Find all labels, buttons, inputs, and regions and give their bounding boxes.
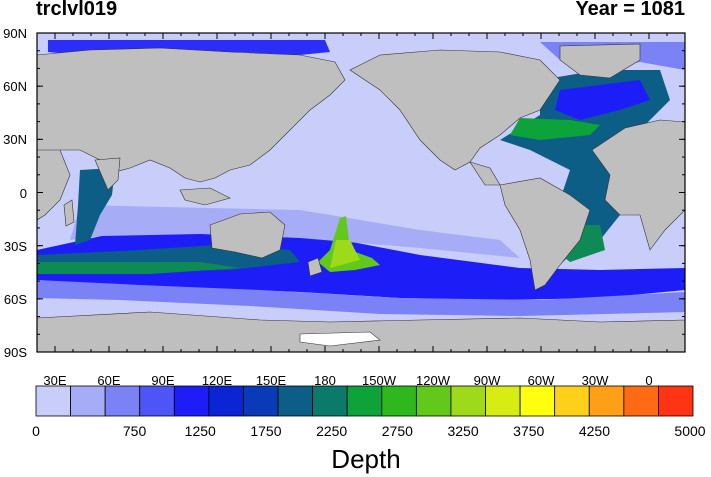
colorbar-swatch (173, 385, 210, 417)
colorbar-label: 1250 (184, 423, 216, 439)
colorbar-swatch (658, 385, 694, 417)
labrador-core (555, 80, 650, 120)
variable-title: trclvl019 (36, 0, 118, 20)
south-america (499, 177, 591, 291)
colorbar-label: 2750 (381, 423, 413, 439)
colorbar-swatch (312, 385, 348, 417)
new-zealand (307, 257, 323, 277)
lon-label: 60E (97, 373, 121, 388)
southern-indian-green (37, 262, 240, 274)
ross-ice-shelf (299, 331, 381, 347)
colorbar-label: 3750 (513, 423, 545, 439)
colorbar-label: 4250 (578, 423, 611, 439)
pacific-yellow-core (330, 240, 360, 268)
colorbar-swatch (450, 385, 486, 417)
colorbar (35, 385, 694, 417)
lat-label: 30S (3, 238, 27, 254)
lat-label: 30N (3, 132, 27, 148)
lon-label: 120W (416, 373, 450, 388)
colorbar-label: 750 (122, 423, 147, 439)
lon-label: 120E (201, 373, 233, 388)
lon-label: 90W (473, 373, 501, 388)
lat-label: 90N (3, 26, 27, 41)
madagascar (63, 199, 75, 227)
colorbar-swatch (415, 385, 452, 417)
colorbar-title: Depth (331, 444, 401, 474)
africa (591, 119, 685, 251)
colorbar-swatch (35, 385, 71, 417)
africa-east-edge (37, 149, 71, 221)
lon-label: 180 (314, 373, 336, 388)
colorbar-swatch (208, 385, 244, 417)
colorbar-swatch (485, 385, 521, 417)
lat-label: 60S (3, 291, 27, 307)
lon-label: 0 (645, 373, 653, 388)
colorbar-swatch (70, 385, 106, 417)
australia (209, 211, 286, 259)
colorbar-swatch (623, 385, 659, 417)
subtropical-band (70, 205, 520, 258)
colorbar-label: 5000 (674, 423, 706, 439)
colorbar-swatch (139, 385, 175, 417)
colorbar-label: 1750 (250, 423, 282, 439)
colorbar-swatch (346, 385, 383, 417)
colorbar-swatch (277, 385, 314, 417)
southern-outer-band (37, 280, 685, 316)
gulf-stream-green (510, 118, 600, 140)
colorbar-label: 2250 (316, 423, 348, 439)
year-title: Year = 1081 (575, 0, 685, 20)
eurasia (37, 47, 346, 183)
greenland (559, 43, 641, 79)
lon-label: 60W (527, 373, 555, 388)
colorbar-label: 3250 (447, 423, 479, 439)
map-body (37, 33, 685, 352)
lon-label: 30W (581, 373, 609, 388)
lat-label: 90S (3, 345, 27, 360)
lon-label: 150W (362, 373, 396, 388)
lat-label: 60N (3, 79, 27, 95)
indian-west-column (75, 168, 115, 245)
lon-label: 90E (151, 373, 175, 388)
colorbar-swatch (243, 385, 279, 417)
axis-ticks (36, 32, 686, 353)
lon-label: 30E (43, 373, 67, 388)
indonesia (179, 187, 231, 206)
colorbar-swatch (588, 385, 625, 417)
lat-label: 0 (19, 185, 27, 201)
north-america (349, 49, 561, 171)
colorbar-swatch (519, 385, 556, 417)
lon-label: 150E (255, 373, 287, 388)
colorbar-swatch (381, 385, 417, 417)
india (94, 157, 121, 191)
colorbar-swatch (104, 385, 141, 417)
colorbar-label: 0 (32, 423, 40, 439)
colorbar-swatch (554, 385, 590, 417)
